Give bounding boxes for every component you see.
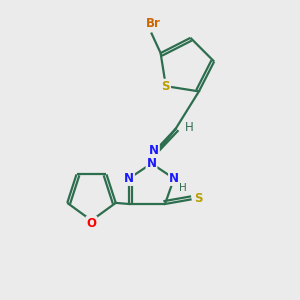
Text: N: N bbox=[146, 157, 157, 170]
Text: O: O bbox=[86, 217, 97, 230]
Text: S: S bbox=[194, 191, 202, 205]
Text: S: S bbox=[162, 80, 170, 93]
Text: H: H bbox=[184, 121, 194, 134]
Text: N: N bbox=[124, 172, 134, 185]
Text: N: N bbox=[169, 172, 179, 185]
Text: H: H bbox=[178, 183, 186, 193]
Text: N: N bbox=[149, 144, 159, 158]
Text: Br: Br bbox=[146, 16, 160, 30]
